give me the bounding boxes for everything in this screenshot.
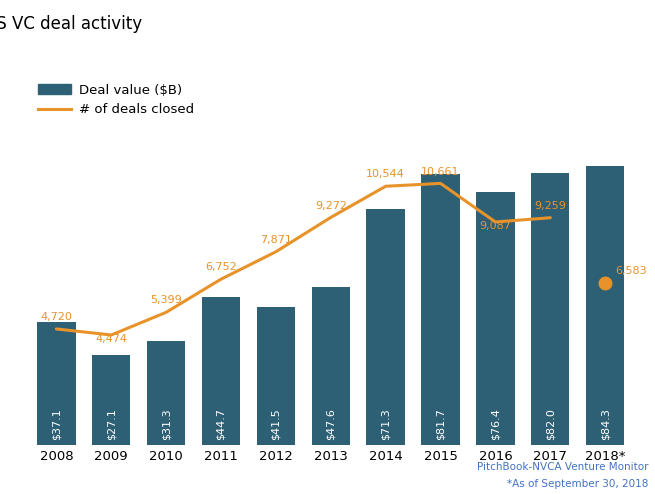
- Text: $81.7: $81.7: [436, 408, 445, 440]
- Bar: [202, 297, 240, 445]
- Text: 6,583: 6,583: [615, 266, 646, 277]
- Text: 10,544: 10,544: [366, 169, 405, 179]
- Text: $76.4: $76.4: [491, 408, 500, 440]
- Text: 4,474: 4,474: [95, 334, 127, 344]
- Text: $37.1: $37.1: [51, 408, 62, 440]
- Text: $44.7: $44.7: [216, 408, 226, 440]
- Text: *As of September 30, 2018: *As of September 30, 2018: [507, 479, 648, 489]
- Bar: [586, 166, 624, 445]
- Bar: [366, 209, 405, 445]
- Bar: [37, 322, 75, 445]
- Text: $47.6: $47.6: [326, 408, 336, 440]
- Bar: [312, 287, 350, 445]
- Text: $31.3: $31.3: [161, 408, 171, 440]
- Bar: [531, 173, 569, 445]
- Text: 10,661: 10,661: [421, 166, 460, 176]
- Text: 9,272: 9,272: [315, 201, 346, 210]
- Text: 9,259: 9,259: [534, 201, 566, 211]
- Text: $71.3: $71.3: [381, 408, 390, 440]
- Text: $82.0: $82.0: [546, 408, 555, 440]
- Text: 5,399: 5,399: [150, 295, 182, 305]
- Bar: [421, 174, 460, 445]
- Text: PitchBook-NVCA Venture Monitor: PitchBook-NVCA Venture Monitor: [477, 462, 648, 472]
- Bar: [257, 307, 295, 445]
- Bar: [92, 355, 130, 445]
- Text: 4,720: 4,720: [41, 312, 72, 322]
- Text: $27.1: $27.1: [106, 408, 116, 440]
- Text: US VC deal activity: US VC deal activity: [0, 15, 141, 33]
- Text: 7,871: 7,871: [260, 235, 292, 245]
- Text: $84.3: $84.3: [600, 408, 610, 440]
- Text: 9,087: 9,087: [479, 221, 512, 231]
- Legend: Deal value ($B), # of deals closed: Deal value ($B), # of deals closed: [33, 79, 199, 122]
- Text: $41.5: $41.5: [271, 408, 281, 440]
- Bar: [147, 341, 185, 445]
- Text: 6,752: 6,752: [205, 262, 237, 272]
- Bar: [476, 192, 515, 445]
